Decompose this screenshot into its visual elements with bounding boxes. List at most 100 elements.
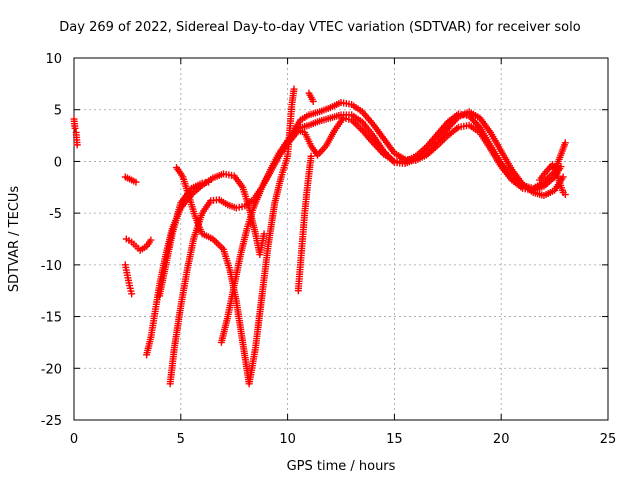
data-point <box>73 138 81 146</box>
data-point <box>228 171 236 179</box>
series-arc-8 <box>173 85 298 388</box>
data-point <box>125 237 133 245</box>
series-arc-13 <box>536 161 569 199</box>
data-point <box>506 171 514 179</box>
data-point <box>471 118 479 126</box>
data-point <box>473 120 481 128</box>
data-point <box>197 228 205 236</box>
data-point <box>431 140 439 148</box>
y-tick-label: -5 <box>49 207 62 222</box>
y-tick-label: -20 <box>41 362 62 377</box>
data-point <box>368 137 376 145</box>
x-axis-label: GPS time / hours <box>287 459 396 474</box>
data-point <box>151 310 159 318</box>
data-point <box>265 168 273 176</box>
data-point <box>467 114 475 122</box>
data-point <box>123 269 131 277</box>
data-point <box>368 118 376 126</box>
data-point <box>368 130 376 138</box>
data-point <box>168 232 176 240</box>
x-tick-label: 20 <box>493 432 510 447</box>
y-tick-label: 0 <box>54 155 62 170</box>
data-point <box>375 145 383 153</box>
data-point <box>222 200 230 208</box>
data-point <box>388 156 396 164</box>
data-point <box>295 118 303 126</box>
data-point <box>517 180 525 188</box>
data-point <box>372 142 380 150</box>
data-point <box>146 335 154 343</box>
y-tick-label: -10 <box>41 259 62 274</box>
data-point <box>496 145 504 153</box>
data-point <box>283 155 291 163</box>
data-point <box>176 201 184 209</box>
data-point <box>561 141 569 149</box>
data-point <box>303 122 311 130</box>
data-point <box>191 212 199 220</box>
y-tick-label: 10 <box>45 52 62 67</box>
y-tick-label: 5 <box>54 104 62 119</box>
data-point <box>330 128 338 136</box>
data-point <box>242 227 250 235</box>
data-point <box>306 91 314 99</box>
data-point <box>377 147 385 155</box>
data-point <box>345 100 353 108</box>
data-point <box>558 186 566 194</box>
series-arc-4 <box>122 235 155 254</box>
x-tick-label: 10 <box>279 432 296 447</box>
data-point <box>71 122 79 130</box>
data-point <box>421 145 429 152</box>
series-arc-3 <box>121 261 136 298</box>
data-point <box>196 180 204 188</box>
data-point <box>378 133 386 141</box>
data-point <box>145 238 153 246</box>
data-point <box>189 237 197 245</box>
data-point <box>249 206 257 214</box>
data-point <box>306 140 314 148</box>
data-point <box>453 111 461 119</box>
data-point <box>207 234 215 242</box>
x-tick-label: 15 <box>386 432 403 447</box>
series-arc-5 <box>143 170 268 359</box>
axis-ticks: 0 5 10 15 20 25 10 5 0 -5 -10 -15 -20 -25 <box>41 52 617 447</box>
data-point <box>474 122 482 130</box>
series-arc-1 <box>70 115 81 149</box>
series-arc-2 <box>121 173 140 186</box>
data-point <box>251 228 259 236</box>
data-point <box>314 108 322 116</box>
data-point <box>277 175 285 183</box>
data-point <box>398 157 406 165</box>
data-point <box>345 115 353 123</box>
y-tick-label: -25 <box>41 414 62 429</box>
data-point <box>356 117 364 125</box>
data-point <box>223 315 231 323</box>
plot-frame <box>73 57 609 421</box>
data-point <box>205 199 213 207</box>
data-point <box>378 149 386 157</box>
data-point <box>185 191 193 199</box>
data-point <box>212 196 220 204</box>
data-point <box>485 127 493 135</box>
data-point <box>468 115 476 123</box>
data-point <box>201 179 209 187</box>
data-point <box>225 264 233 272</box>
data-point <box>389 147 397 155</box>
data-point <box>128 176 136 184</box>
data-point <box>561 191 569 199</box>
grid <box>74 58 608 420</box>
data-point <box>356 106 364 114</box>
data-point <box>442 120 450 128</box>
series-arc-11 <box>294 152 315 295</box>
data-point <box>308 95 316 103</box>
data-point <box>303 112 311 120</box>
y-axis-label: SDTVAR / TECUs <box>7 186 22 293</box>
data-point <box>338 116 346 124</box>
data-point <box>314 118 322 126</box>
data-point <box>260 232 268 240</box>
data-point <box>183 268 191 276</box>
data-point <box>161 263 169 271</box>
data-point <box>470 117 478 125</box>
data-point <box>462 122 470 130</box>
data-point <box>236 253 244 261</box>
